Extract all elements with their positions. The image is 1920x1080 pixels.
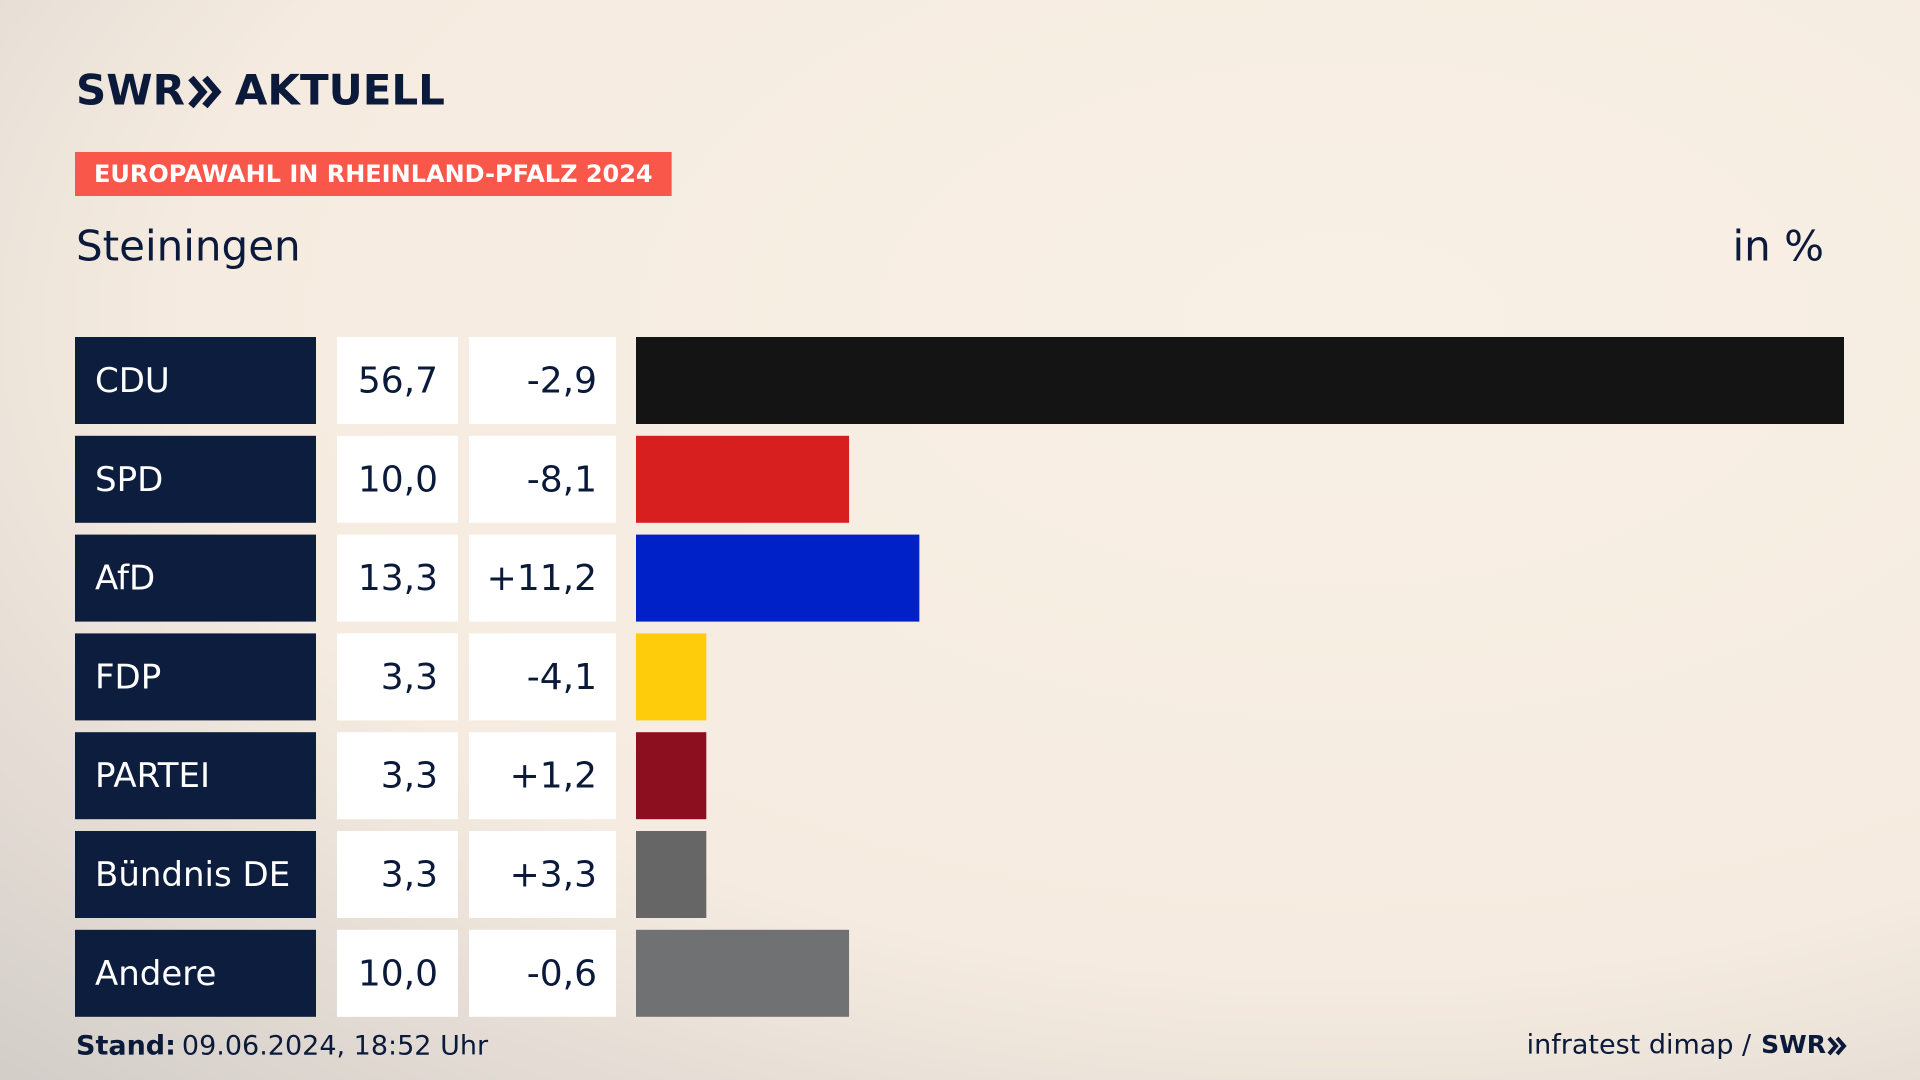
bar <box>636 929 850 1017</box>
source: infratest dimap / <box>1527 1030 1752 1061</box>
party-cell <box>75 435 316 523</box>
change-cell <box>469 929 616 1017</box>
party-cell <box>75 337 316 424</box>
change-label: +3,3 <box>510 855 597 896</box>
value-cell <box>337 534 458 622</box>
logo-chevrons <box>188 75 222 109</box>
party-label: Andere <box>95 954 216 994</box>
party-label: SPD <box>95 460 163 500</box>
change-cell <box>469 732 616 820</box>
value-label: 3,3 <box>381 657 438 698</box>
party-label: PARTEI <box>95 756 210 796</box>
value-label: 3,3 <box>381 855 438 896</box>
bar <box>636 337 1844 424</box>
stand: 09.06.2024, 18:52 Uhr <box>182 1031 489 1062</box>
bar <box>636 633 707 721</box>
party-cell <box>75 732 316 820</box>
party-label: CDU <box>95 361 170 401</box>
change-label: -0,6 <box>527 953 597 994</box>
value-cell <box>337 337 458 424</box>
party-cell <box>75 831 316 918</box>
party-label: FDP <box>95 657 161 697</box>
party-label: Bündnis DE <box>95 855 290 895</box>
source-brand: SWR <box>1761 1030 1826 1059</box>
change-cell <box>469 534 616 622</box>
subtitle: Steiningen <box>76 222 301 271</box>
change-cell <box>469 435 616 523</box>
logo-name: SWR <box>76 66 185 115</box>
change-label: +1,2 <box>510 756 597 797</box>
source-chevrons <box>1827 1036 1847 1056</box>
change-label: +11,2 <box>487 558 597 599</box>
value-label: 10,0 <box>358 953 438 994</box>
value-cell <box>337 831 458 918</box>
bar <box>636 831 707 918</box>
change-cell <box>469 633 616 721</box>
party-cell <box>75 929 316 1017</box>
unit: in % <box>1732 222 1824 271</box>
value-label: 56,7 <box>358 361 438 402</box>
tag: EUROPAWAHL IN RHEINLAND-PFALZ 2024 <box>94 160 653 188</box>
change-label: -4,1 <box>527 657 597 698</box>
change-label: -2,9 <box>527 361 597 402</box>
value-cell <box>337 929 458 1017</box>
bar <box>636 435 850 523</box>
party-cell <box>75 633 316 721</box>
value-label: 13,3 <box>358 558 438 599</box>
change-cell <box>469 831 616 918</box>
value-label: 3,3 <box>381 756 438 797</box>
bar <box>636 732 707 820</box>
stand-label: Stand: <box>76 1031 176 1062</box>
tag-background <box>75 152 672 196</box>
value-cell <box>337 435 458 523</box>
bar <box>636 534 920 622</box>
logo-product: AKTUELL <box>235 66 445 115</box>
value-cell <box>337 732 458 820</box>
change-cell <box>469 337 616 424</box>
party-label: AfD <box>95 559 155 599</box>
value-cell <box>337 633 458 721</box>
change-label: -8,1 <box>527 459 597 500</box>
party-cell <box>75 534 316 622</box>
value-label: 10,0 <box>358 459 438 500</box>
